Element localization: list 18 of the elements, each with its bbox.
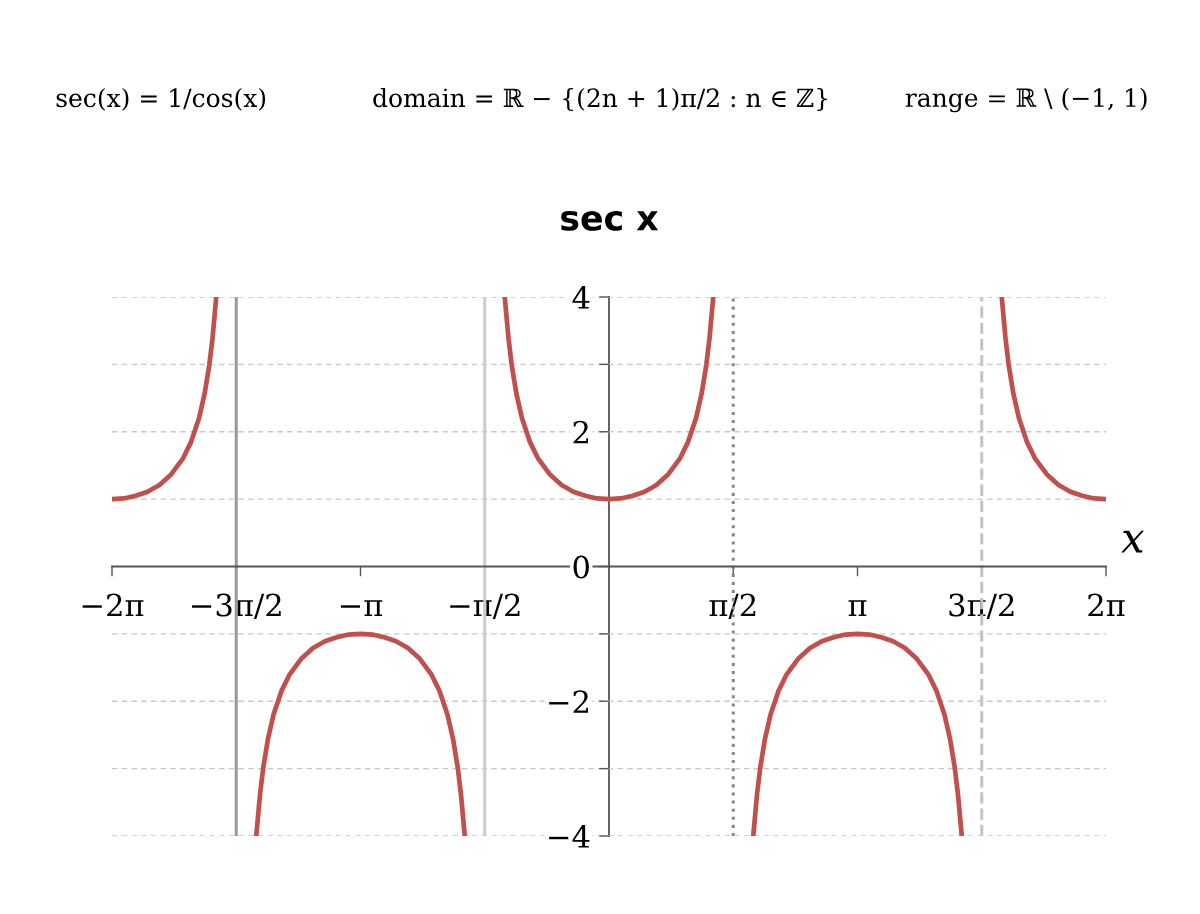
y-tick-label: 0 <box>573 555 589 579</box>
x-tick-label: −2π <box>82 593 144 617</box>
y-tick-label: −2 <box>549 690 588 713</box>
x-tick-label: −π <box>340 600 383 617</box>
x-tick-label: π/2 <box>709 593 756 619</box>
text: range = ℝ \ (−1, 1) <box>905 87 1147 113</box>
y-tick-label: 4 <box>572 285 590 309</box>
y-tick-label: 2 <box>573 420 588 444</box>
x-tick-label: 3π/2 <box>949 593 1014 619</box>
x-tick-label: 2π <box>1088 593 1125 617</box>
chart-title: sec x <box>561 210 659 231</box>
text: sec(x) = 1/cos(x) <box>56 87 266 111</box>
text: domain = ℝ − {(2n + 1)π/2 : n ∈ ℤ} <box>373 87 827 111</box>
y-tick-label: −4 <box>549 824 590 848</box>
x-tick-label: −3π/2 <box>192 593 281 619</box>
x-tick-label: −π/2 <box>450 593 520 619</box>
x-tick-label: π <box>848 600 867 617</box>
x-axis-title: x <box>1121 530 1144 553</box>
